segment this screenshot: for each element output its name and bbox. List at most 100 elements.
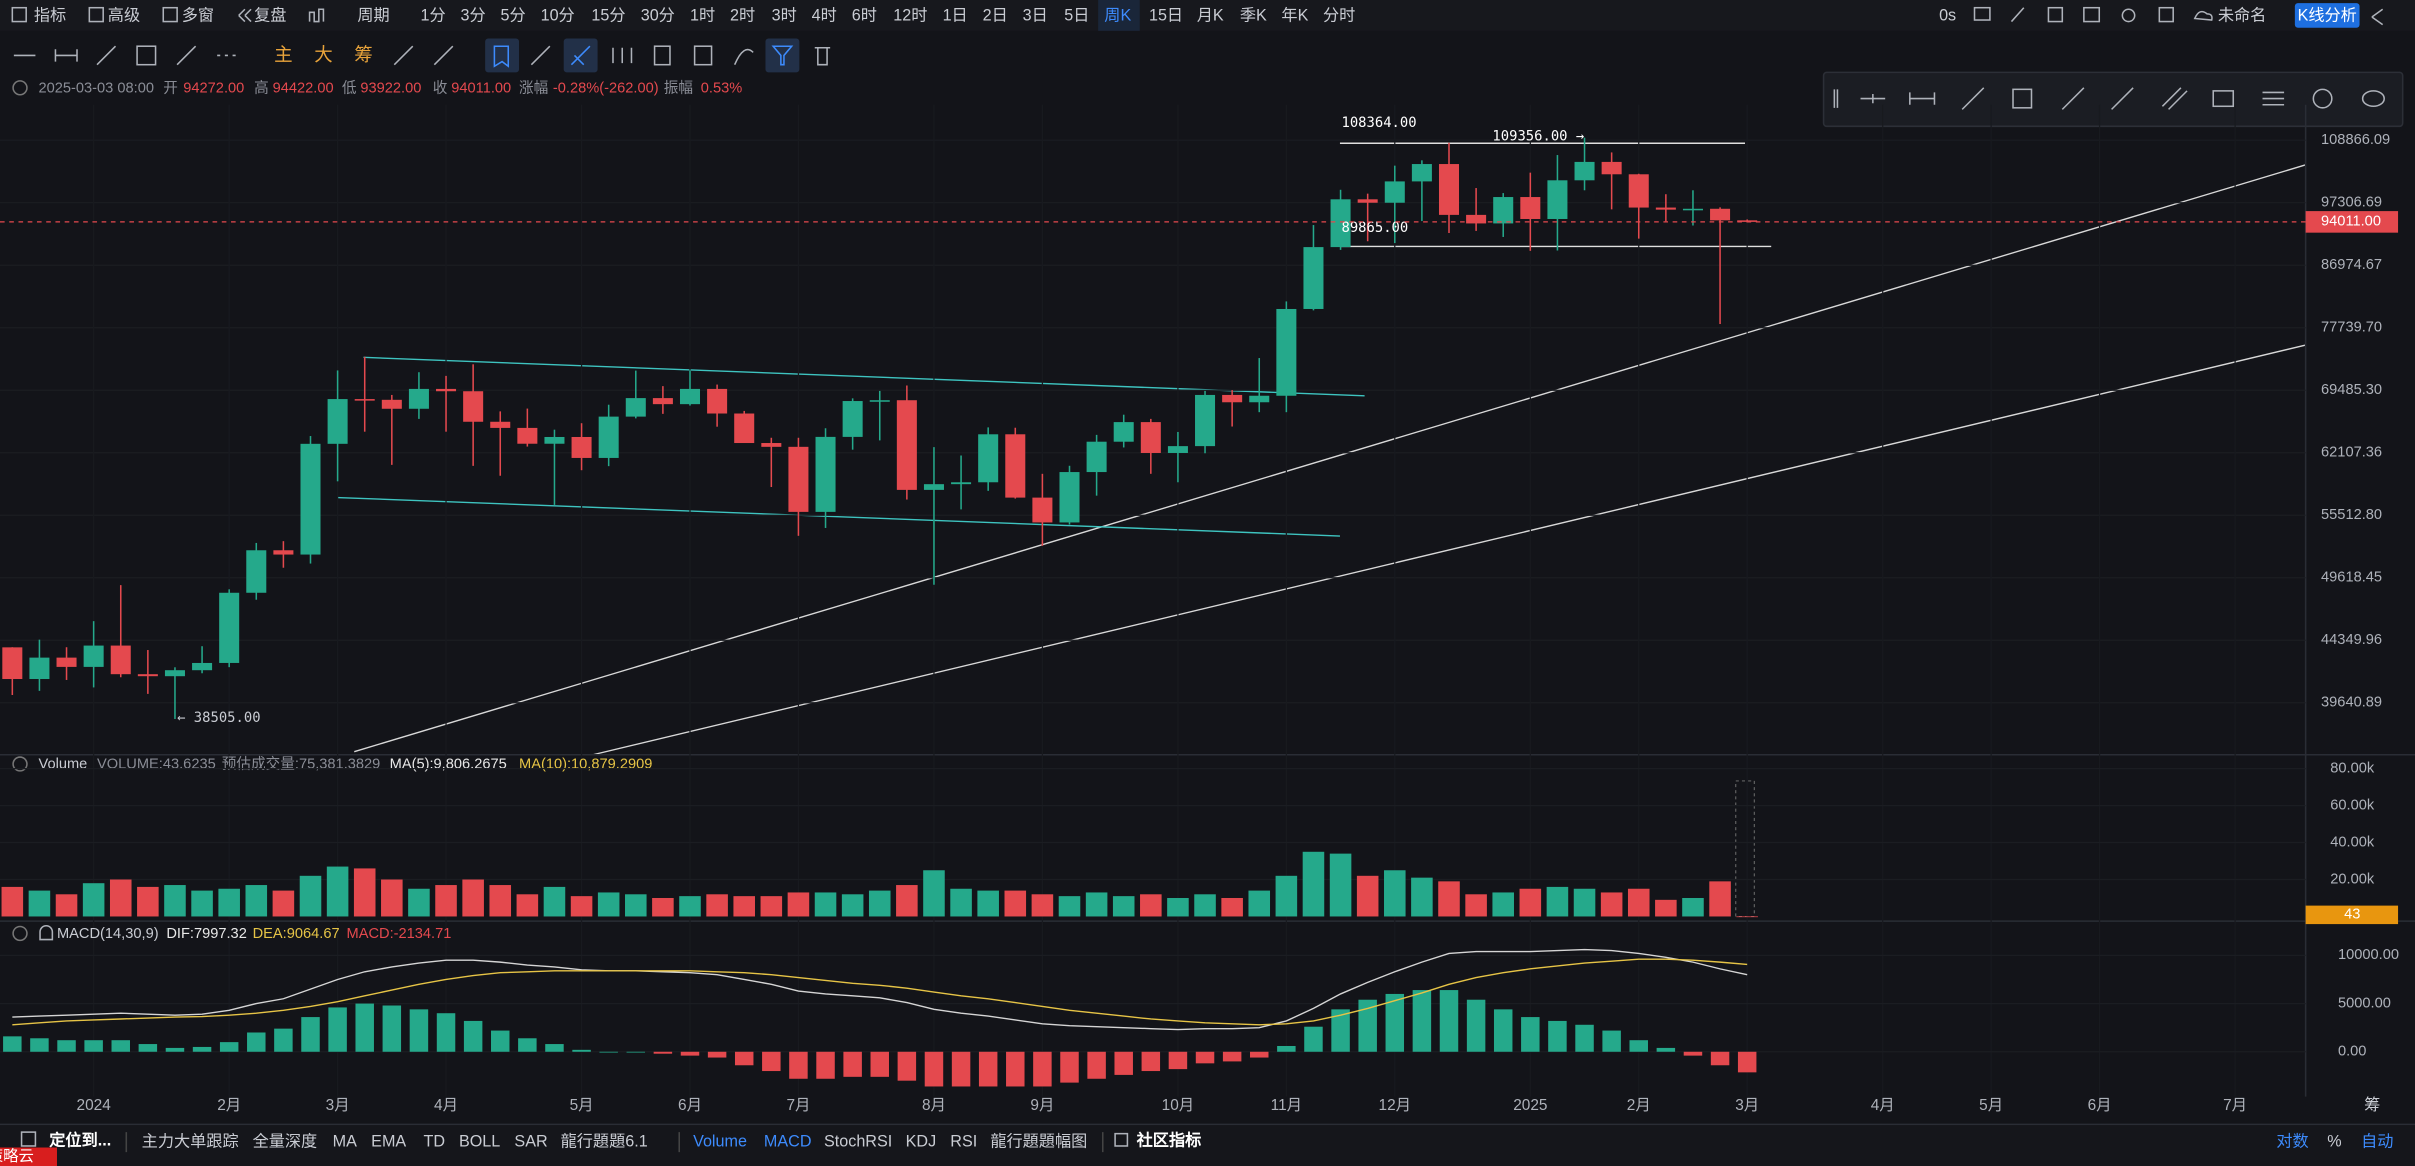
toolbar-item[interactable]: 3时 [772, 6, 797, 24]
toolbar-item[interactable]: 指标 [34, 6, 66, 24]
toolbar-item[interactable]: 6时 [852, 6, 877, 24]
macd-bar [1602, 1030, 1621, 1052]
volume-bar [923, 870, 945, 917]
toolbar-item[interactable]: 2日 [983, 6, 1008, 24]
toolbar-item[interactable]: 高级 [108, 6, 140, 24]
toolbar-item[interactable]: 12时 [893, 6, 927, 24]
y-tick-label: 69485.30 [2321, 382, 2382, 398]
x-tick-label: 8月 [922, 1097, 946, 1114]
trend-line[interactable] [592, 344, 2306, 756]
tool-item[interactable]: 主 [274, 44, 292, 65]
indicator-tab[interactable]: KDJ [906, 1132, 937, 1150]
indicator-tab[interactable]: 龍行題題6.1 [561, 1132, 648, 1150]
volume-bar [652, 897, 674, 917]
indicator-tab[interactable]: MACD [764, 1132, 812, 1150]
last-volume-box [2305, 905, 2399, 925]
candle-body [2, 647, 23, 680]
candle-body [83, 645, 104, 667]
toolbar-item[interactable]: 1日 [943, 6, 968, 24]
indicator-tab[interactable]: MA [333, 1132, 357, 1150]
volume-bar [1356, 875, 1379, 917]
candle-body [246, 550, 267, 593]
indicator-tab[interactable]: RSI [950, 1132, 977, 1150]
trend-line[interactable] [354, 164, 2306, 753]
toolbar-item[interactable]: 季K [1240, 6, 1267, 24]
volume-bar [1492, 892, 1514, 917]
candle-body [1493, 197, 1514, 224]
channel-line[interactable] [337, 496, 1340, 537]
macd-bar [30, 1038, 49, 1052]
layout-name[interactable]: 未命名 [2218, 6, 2266, 24]
toolbar-item[interactable]: 30分 [641, 6, 675, 24]
toolbar-item[interactable]: 10分 [541, 6, 575, 24]
toolbar-item[interactable]: 4时 [812, 6, 837, 24]
volume-bar [55, 894, 78, 917]
macd-title: MACD(14,30,9) [57, 926, 159, 942]
toolbar-item[interactable]: 15分 [591, 6, 625, 24]
indicator-tab[interactable]: EMA [371, 1132, 406, 1150]
x-tick-label: 2025 [1513, 1097, 1547, 1114]
indicator-tab[interactable]: BOLL [459, 1132, 500, 1150]
toolbar-item[interactable]: 5分 [501, 6, 526, 24]
channel-line[interactable] [363, 356, 1365, 397]
toolbar-item[interactable]: 2时 [730, 6, 755, 24]
drawing-toolbar [13, 38, 831, 73]
toolbar-item[interactable]: 周期 [357, 6, 389, 24]
toolbar-item[interactable]: 多窗 [182, 6, 214, 24]
volume-bar [1302, 851, 1325, 917]
volume-bar [435, 885, 457, 917]
volume-bar [1546, 886, 1569, 917]
volume-bar [1004, 890, 1027, 917]
indicator-tab[interactable]: 全量深度 [253, 1132, 318, 1150]
x-tick-label: 4月 [1871, 1097, 1895, 1114]
x-tick-label: 5月 [1979, 1097, 2003, 1114]
toolbar-item[interactable]: 3日 [1023, 6, 1048, 24]
toolbar-item[interactable]: 5日 [1064, 6, 1089, 24]
axis-mode[interactable]: % [2327, 1132, 2341, 1150]
toolbar-item[interactable]: 年K [1281, 6, 1308, 24]
tool-item[interactable]: 筹 [354, 44, 372, 65]
volume-bar [1627, 888, 1650, 917]
macd-bar [1331, 1009, 1350, 1052]
macd-bar [870, 1051, 889, 1077]
volume-bar [1709, 881, 1731, 917]
volume-bar [462, 879, 484, 917]
indicator-tab[interactable]: 龍行題題幅图 [990, 1132, 1087, 1150]
analysis-button-bg[interactable] [2294, 3, 2360, 28]
toolbar-item[interactable]: 复盘 [254, 5, 286, 24]
indicator-tab[interactable]: TD [424, 1132, 446, 1150]
macd-bar [328, 1007, 347, 1052]
candle-body [1574, 161, 1595, 181]
macd-bar [1168, 1051, 1188, 1070]
axis-mode[interactable]: 自动 [2361, 1132, 2393, 1150]
indicator-tab[interactable]: Volume [693, 1132, 747, 1150]
community[interactable]: 社区指标 [1136, 1131, 1202, 1150]
candle-body [951, 482, 972, 485]
badge[interactable]: 策略云 [0, 1147, 34, 1165]
toolbar-item[interactable]: 1时 [690, 6, 715, 24]
analysis-button[interactable]: K线分析 [2298, 6, 2357, 24]
axis-mode[interactable]: 对数 [2276, 1132, 2308, 1150]
toggle[interactable] [12, 925, 28, 942]
indicator-tab[interactable]: StochRSI [824, 1132, 892, 1150]
volume-info: MA(5):9,806.2675 [390, 757, 507, 773]
macd-bar [680, 1051, 700, 1056]
indicator-tab[interactable]: SAR [514, 1132, 547, 1150]
tool-item[interactable]: 大 [314, 44, 332, 65]
macd-bar [301, 1017, 320, 1052]
candle-body [1195, 394, 1216, 447]
axis-corner: 筹 [2364, 1096, 2380, 1114]
indicator-tab[interactable]: 主力大单跟踪 [142, 1132, 239, 1150]
toolbar-item[interactable]: 周K [1104, 6, 1131, 24]
toolbar-item[interactable]: 1分 [420, 6, 445, 24]
toolbar-item[interactable]: 月K [1197, 6, 1224, 24]
toolbar-item[interactable]: 3分 [461, 6, 486, 24]
toggle[interactable] [12, 756, 28, 772]
toolbar-item[interactable]: 15日 [1149, 6, 1183, 24]
candle-body [734, 413, 755, 444]
volume-bar [1655, 899, 1677, 917]
toggle[interactable] [12, 80, 28, 96]
macd-line [12, 958, 1748, 1026]
locate[interactable]: 定位到... [49, 1131, 111, 1150]
toolbar-item[interactable]: 分时 [1323, 6, 1355, 24]
